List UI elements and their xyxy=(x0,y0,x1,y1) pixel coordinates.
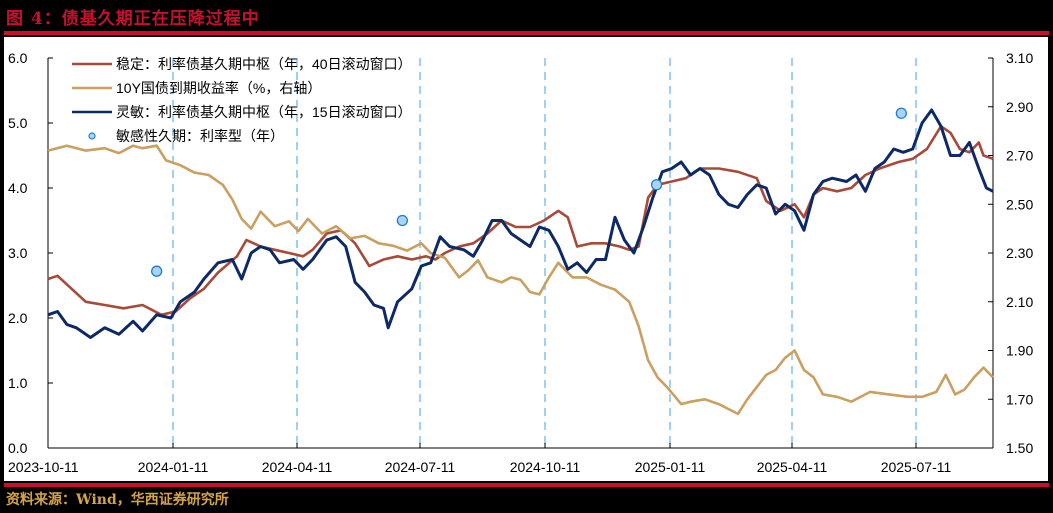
right-tick-label: 1.50 xyxy=(1006,440,1033,456)
right-tick-label: 2.50 xyxy=(1006,196,1033,212)
x-tick-label: 2024-01-11 xyxy=(138,459,209,475)
right-tick-label: 2.30 xyxy=(1006,245,1033,261)
sensitive-series-line xyxy=(47,108,994,339)
sensitivity-duration-marker xyxy=(151,265,163,277)
right-tick-label: 2.90 xyxy=(1006,99,1033,115)
series-layer xyxy=(47,107,994,416)
right-tick-label: 2.70 xyxy=(1006,148,1033,164)
period-gridlines xyxy=(172,58,917,448)
x-tick-label: 2024-10-11 xyxy=(510,459,581,475)
left-tick-label: 5.0 xyxy=(8,115,28,131)
x-tick-label: 2024-07-11 xyxy=(385,459,456,475)
legend-label: 敏感性久期：利率型（年） xyxy=(116,128,284,144)
left-tick-label: 3.0 xyxy=(8,245,28,261)
x-tick-label: 2025-04-11 xyxy=(757,459,828,475)
left-tick-label: 4.0 xyxy=(8,180,28,196)
legend-label: 灵敏：利率债基久期中枢（年，15日滚动窗口） xyxy=(116,104,412,120)
left-tick-label: 2.0 xyxy=(8,310,28,326)
x-tick-label: 2025-07-11 xyxy=(881,459,952,475)
x-tick-label: 2025-01-11 xyxy=(635,459,706,475)
x-tick-label: 2023-10-11 xyxy=(8,459,79,475)
bottom-divider xyxy=(4,483,1049,487)
stable-series-line xyxy=(47,125,994,317)
legend-swatch-marker xyxy=(88,132,96,140)
x-tick-label: 2024-04-11 xyxy=(262,459,333,475)
axes: 0.0 1.0 2.0 3.0 4.0 5.0 6.0 1.50 1.70 1.90 2.10 2.3… xyxy=(8,50,1033,475)
sensitivity-duration-marker xyxy=(396,214,409,227)
yield-series-line xyxy=(47,144,994,416)
top-divider xyxy=(4,31,1049,35)
right-tick-label: 1.90 xyxy=(1006,343,1033,359)
source-note: 资料来源：Wind，华西证券研究所 xyxy=(6,492,229,508)
sensitivity-duration-marker xyxy=(650,179,663,191)
right-tick-label: 3.10 xyxy=(1006,50,1033,66)
left-tick-label: 1.0 xyxy=(8,375,28,391)
right-tick-label: 2.10 xyxy=(1006,294,1033,310)
sensitivity-duration-marker xyxy=(895,107,907,119)
legend: 稳定：利率债基久期中枢（年，40日滚动窗口） 10Y国债到期收益率（%，右轴） 灵敏… xyxy=(72,56,412,144)
left-tick-label: 0.0 xyxy=(8,440,28,456)
right-tick-label: 1.70 xyxy=(1006,391,1033,407)
chart-panel xyxy=(4,37,1048,481)
legend-label: 稳定：利率债基久期中枢（年，40日滚动窗口） xyxy=(116,56,412,72)
page-title: 图 4：债基久期正在压降过程中 xyxy=(6,9,260,29)
left-tick-label: 6.0 xyxy=(8,50,28,66)
legend-label: 10Y国债到期收益率（%，右轴） xyxy=(116,80,321,96)
